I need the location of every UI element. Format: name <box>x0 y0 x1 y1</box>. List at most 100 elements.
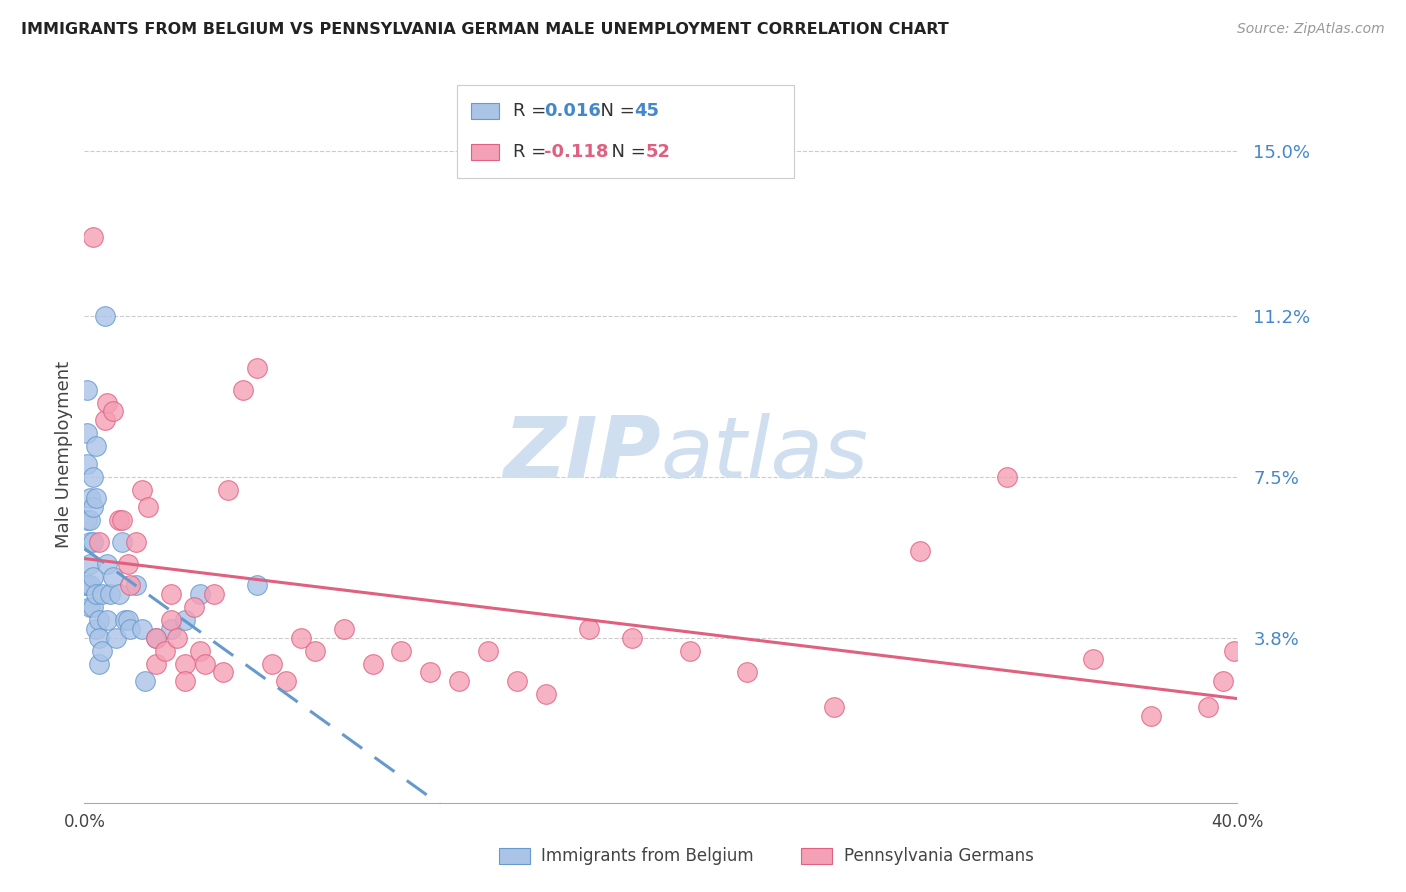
Point <box>84 439 107 453</box>
Point <box>87 613 110 627</box>
Point <box>82 570 104 584</box>
Text: Pennsylvania Germans: Pennsylvania Germans <box>844 847 1033 865</box>
Text: 0.016: 0.016 <box>544 102 600 120</box>
Point <box>1223 643 1246 657</box>
Point <box>246 578 269 592</box>
Point <box>174 674 197 689</box>
Point <box>202 587 225 601</box>
Point <box>136 500 159 514</box>
Point <box>76 578 98 592</box>
Point <box>87 631 110 645</box>
Point <box>174 657 197 671</box>
Point <box>82 469 104 483</box>
Point <box>153 643 176 657</box>
Point <box>361 657 384 671</box>
Point <box>73 578 96 592</box>
Point <box>120 578 142 592</box>
Point <box>276 674 298 689</box>
Point <box>449 674 471 689</box>
Point <box>79 557 101 571</box>
Point <box>90 587 112 601</box>
Point <box>114 613 136 627</box>
Point <box>737 665 759 680</box>
Point <box>145 631 167 645</box>
Point <box>76 383 98 397</box>
Point <box>79 534 101 549</box>
Point <box>76 426 98 441</box>
Text: Source: ZipAtlas.com: Source: ZipAtlas.com <box>1237 22 1385 37</box>
Point <box>1198 700 1220 714</box>
Point <box>211 665 233 680</box>
Point <box>79 578 101 592</box>
Point <box>160 587 183 601</box>
Point <box>910 543 932 558</box>
Text: 45: 45 <box>634 102 659 120</box>
Point <box>98 587 121 601</box>
Point <box>131 483 153 497</box>
Point <box>87 657 110 671</box>
Point <box>183 600 205 615</box>
Point <box>160 622 183 636</box>
Point <box>79 491 101 506</box>
Point <box>103 404 124 418</box>
Point <box>621 631 644 645</box>
Point <box>218 483 240 497</box>
Point <box>131 622 153 636</box>
Point <box>82 600 104 615</box>
Point <box>96 395 118 409</box>
Point <box>82 534 104 549</box>
Point <box>103 570 124 584</box>
Point <box>134 674 156 689</box>
Point <box>96 613 118 627</box>
Point <box>125 534 148 549</box>
Point <box>174 613 197 627</box>
Point <box>246 360 269 375</box>
Text: -0.118: -0.118 <box>544 144 609 161</box>
Point <box>194 657 217 671</box>
Point <box>87 534 110 549</box>
Point <box>79 513 101 527</box>
Point <box>108 587 131 601</box>
Text: N =: N = <box>600 144 652 161</box>
Point <box>679 643 702 657</box>
Point <box>117 557 139 571</box>
Text: IMMIGRANTS FROM BELGIUM VS PENNSYLVANIA GERMAN MALE UNEMPLOYMENT CORRELATION CHA: IMMIGRANTS FROM BELGIUM VS PENNSYLVANIA … <box>21 22 949 37</box>
Point <box>506 674 529 689</box>
Point <box>160 613 183 627</box>
Point <box>290 631 312 645</box>
Point <box>260 657 283 671</box>
Y-axis label: Male Unemployment: Male Unemployment <box>55 361 73 549</box>
Text: Immigrants from Belgium: Immigrants from Belgium <box>541 847 754 865</box>
Point <box>120 622 142 636</box>
Point <box>96 557 118 571</box>
Point <box>188 643 211 657</box>
Point <box>1212 674 1234 689</box>
Text: ZIP: ZIP <box>503 413 661 497</box>
Point <box>578 622 600 636</box>
Point <box>84 622 107 636</box>
Point <box>1083 652 1105 666</box>
Point <box>82 500 104 514</box>
Point <box>145 631 167 645</box>
Point <box>105 631 128 645</box>
Text: R =: R = <box>513 144 553 161</box>
Point <box>93 309 115 323</box>
Point <box>188 587 211 601</box>
Point <box>84 587 107 601</box>
Text: atlas: atlas <box>661 413 869 497</box>
Point <box>93 413 115 427</box>
Point <box>76 513 98 527</box>
Point <box>76 457 98 471</box>
Point <box>117 613 139 627</box>
Text: R =: R = <box>513 102 553 120</box>
Point <box>108 513 131 527</box>
Point <box>125 578 148 592</box>
Text: N =: N = <box>589 102 641 120</box>
Point <box>391 643 413 657</box>
Point <box>111 534 134 549</box>
Point <box>111 513 134 527</box>
Point <box>82 230 104 244</box>
Point <box>534 687 557 701</box>
Point <box>79 600 101 615</box>
Point <box>823 700 845 714</box>
